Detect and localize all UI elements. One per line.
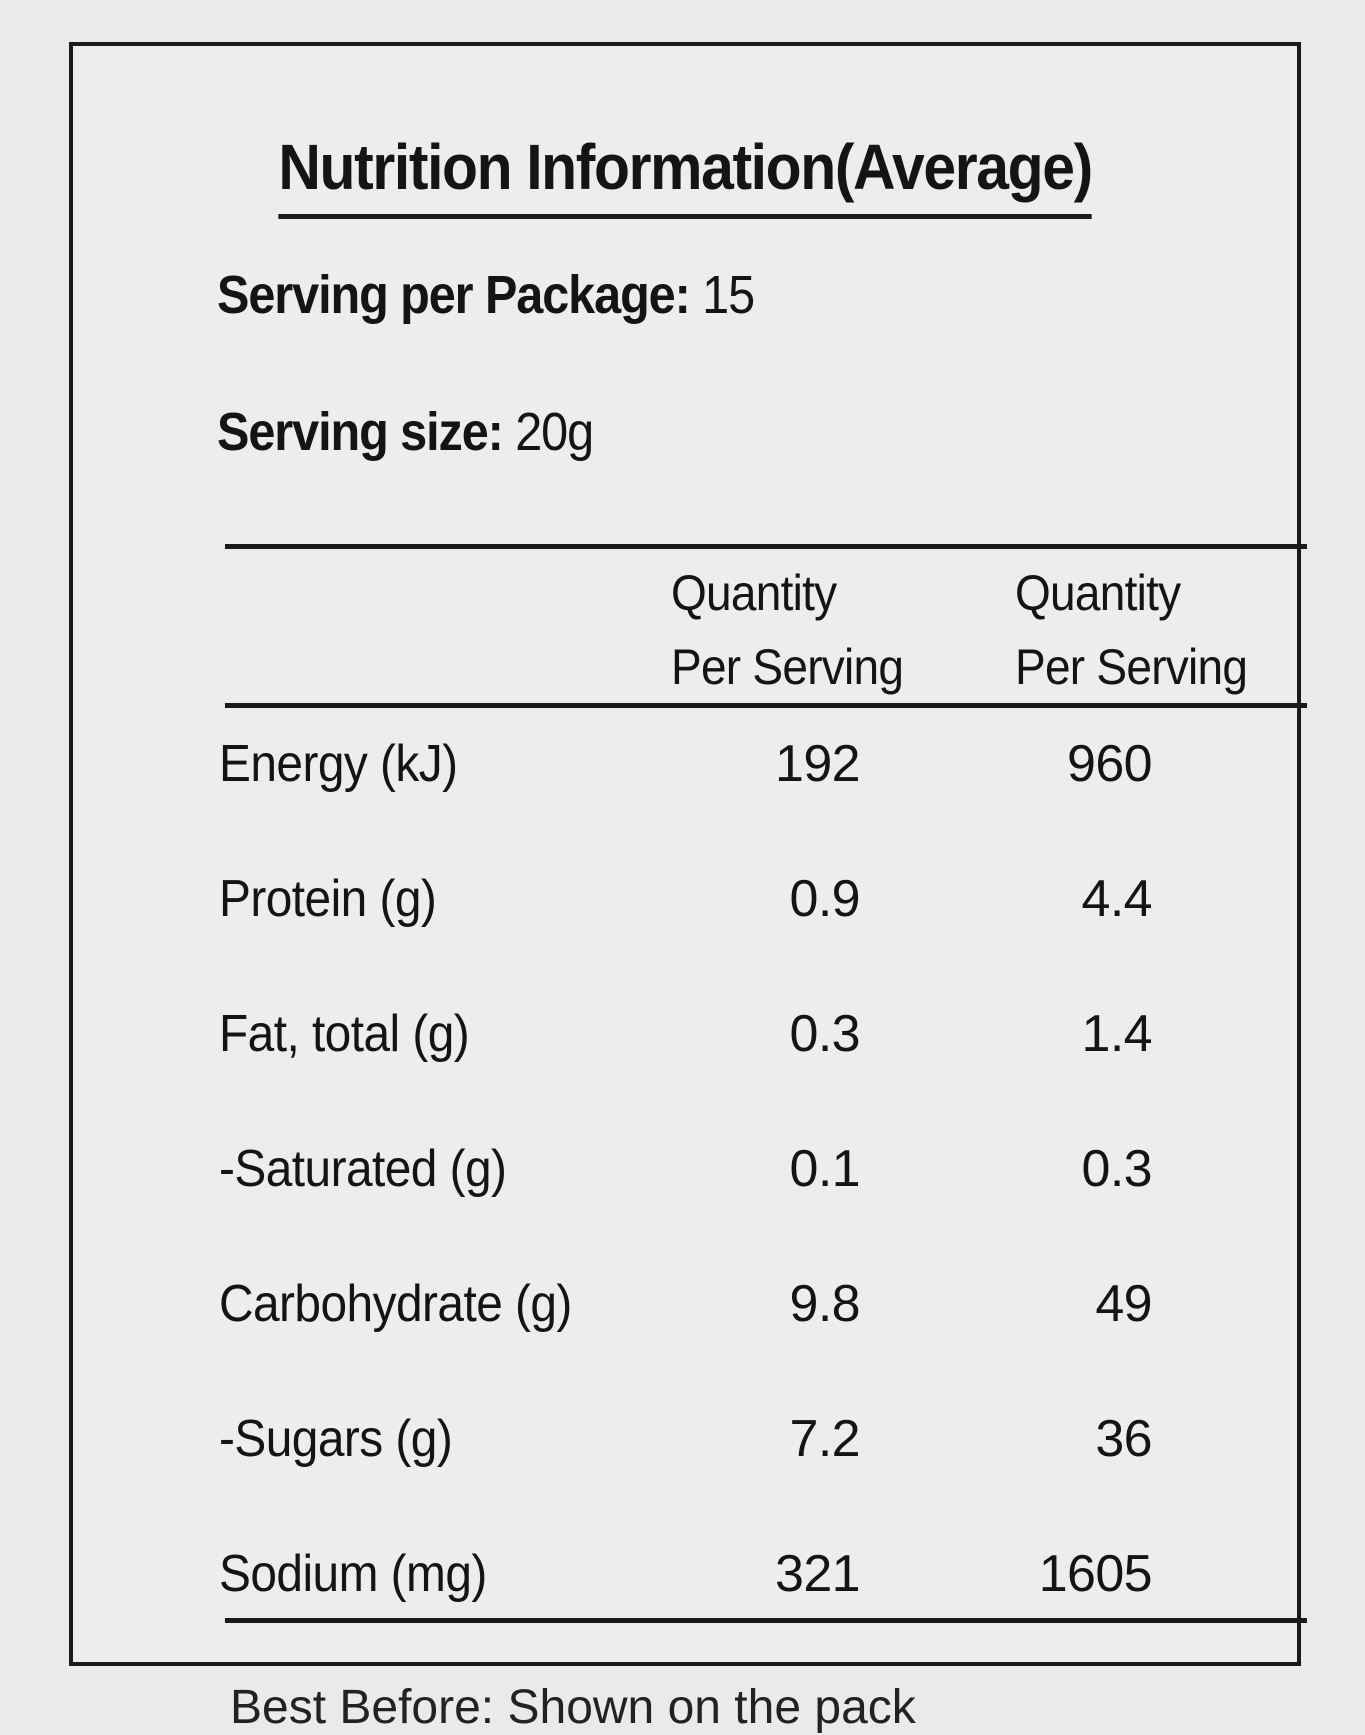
serving-per-package: Serving per Package: 15: [217, 264, 755, 326]
nutrient-value-column-2: 1605: [1038, 1545, 1153, 1603]
nutrient-name: Fat, total (g): [219, 1005, 470, 1063]
best-before-partial-text: Best Before: Shown on the pack: [230, 1681, 916, 1734]
serving-size: Serving size: 20g: [217, 401, 594, 463]
nutrient-value-column-2: 49: [1095, 1275, 1152, 1333]
nutrient-value-per-serving: 0.9: [789, 870, 861, 928]
serving-size-label: Serving size:: [217, 402, 504, 462]
table-row: -Saturated (g) 0.1 0.3: [73, 1111, 1297, 1211]
nutrient-value-column-2: 4.4: [1081, 870, 1153, 928]
table-row: Sodium (mg) 321 1605: [73, 1516, 1297, 1616]
table-bottom-rule: [225, 1618, 1307, 1623]
nutrient-value-per-serving: 7.2: [789, 1410, 861, 1468]
nutrient-name: -Saturated (g): [219, 1140, 507, 1198]
serving-per-package-value: 15: [702, 265, 755, 325]
column-header-1-line-2: Per Serving: [671, 639, 904, 695]
table-row: Carbohydrate (g) 9.8 49: [73, 1246, 1297, 1346]
nutrient-name: -Sugars (g): [219, 1410, 453, 1468]
nutrient-value-column-2: 0.3: [1081, 1140, 1153, 1198]
table-row: Protein (g) 0.9 4.4: [73, 841, 1297, 941]
nutrient-value-per-serving: 321: [775, 1545, 861, 1603]
table-top-rule: [225, 544, 1307, 549]
column-header-2-line-2: Per Serving: [1015, 639, 1248, 695]
column-header-quantity-per-serving-1: Quantity Per Serving: [671, 556, 904, 704]
nutrient-value-per-serving: 0.3: [789, 1005, 861, 1063]
nutrition-label-box: Nutrition Information(Average) Serving p…: [69, 42, 1307, 1666]
nutrition-title-text: Nutrition Information(Average): [278, 130, 1093, 219]
nutrient-name: Sodium (mg): [219, 1545, 487, 1603]
nutrient-name: Carbohydrate (g): [219, 1275, 572, 1333]
nutrient-name: Energy (kJ): [219, 735, 458, 793]
serving-size-value: 20g: [515, 402, 594, 462]
column-header-1-line-1: Quantity: [671, 565, 837, 621]
column-header-quantity-per-serving-2: Quantity Per Serving: [1015, 556, 1248, 704]
table-row: Energy (kJ) 192 960: [73, 706, 1297, 806]
nutrient-value-column-2: 36: [1095, 1410, 1152, 1468]
nutrition-title: Nutrition Information(Average): [73, 130, 1297, 219]
nutrient-name: Protein (g): [219, 870, 437, 928]
nutrient-value-per-serving: 9.8: [789, 1275, 861, 1333]
column-header-2-line-1: Quantity: [1015, 565, 1181, 621]
nutrient-value-per-serving: 0.1: [789, 1140, 861, 1198]
table-header-rule: [225, 703, 1307, 708]
nutrient-value-column-2: 960: [1067, 735, 1153, 793]
table-row: Fat, total (g) 0.3 1.4: [73, 976, 1297, 1076]
nutrient-value-per-serving: 192: [775, 735, 861, 793]
nutrient-value-column-2: 1.4: [1081, 1005, 1153, 1063]
serving-per-package-label: Serving per Package:: [217, 265, 691, 325]
table-row: -Sugars (g) 7.2 36: [73, 1381, 1297, 1481]
